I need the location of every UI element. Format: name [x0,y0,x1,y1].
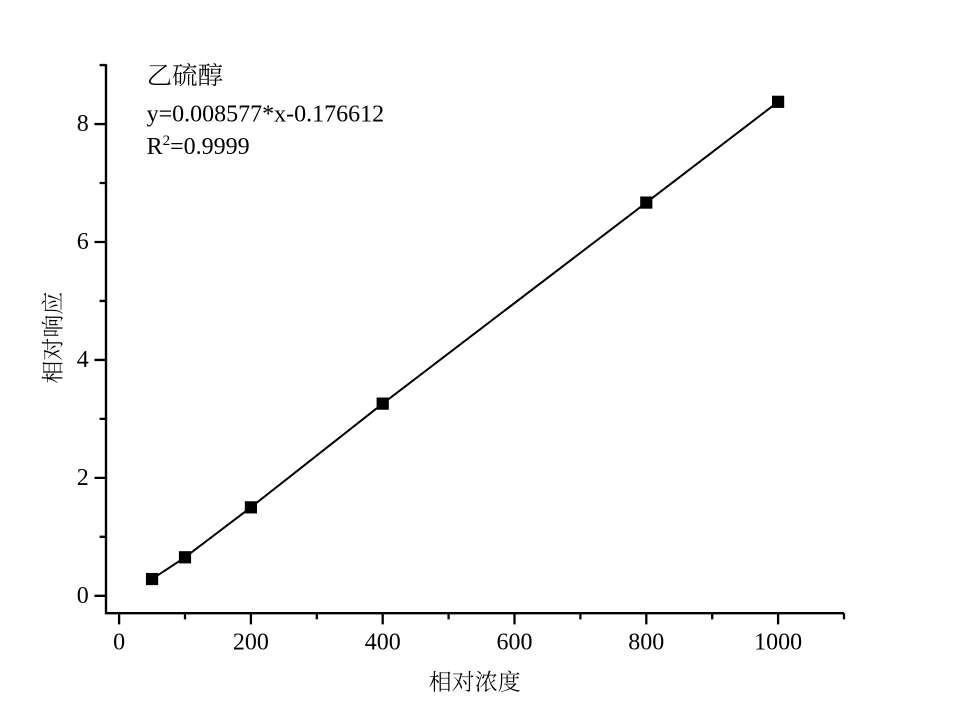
svg-text:4: 4 [77,347,89,373]
svg-text:200: 200 [233,630,269,656]
svg-text:6: 6 [77,229,89,255]
svg-text:R2=0.9999: R2=0.9999 [147,133,250,160]
svg-text:1000: 1000 [754,630,802,656]
svg-text:y=0.008577*x-0.176612: y=0.008577*x-0.176612 [147,101,385,127]
svg-text:800: 800 [628,630,664,656]
svg-text:400: 400 [365,630,401,656]
svg-text:600: 600 [497,630,533,656]
svg-text:0: 0 [77,583,89,609]
svg-text:8: 8 [77,111,89,137]
svg-text:2: 2 [77,465,89,491]
svg-text:0: 0 [113,630,125,656]
